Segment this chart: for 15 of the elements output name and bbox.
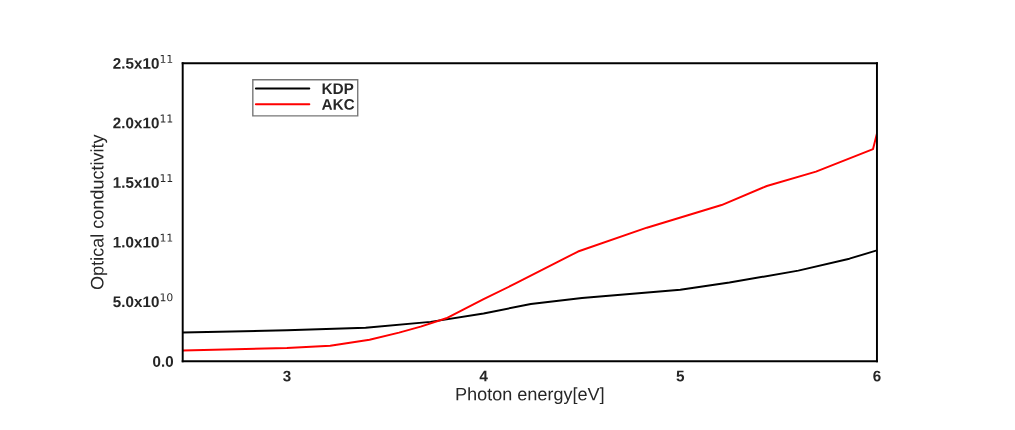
y-tick-label: 1.5x10$^{11}$ [113, 174, 173, 188]
y-tick-label: 1.0x10$^{11}$ [113, 233, 173, 248]
y-tick-label: 0.0 [153, 356, 174, 367]
y-tick-label: 5.0x10$^{10}$ [113, 293, 173, 308]
y-axis-title: Optical conductivity [90, 134, 108, 290]
x-tick-label: 3 [283, 370, 291, 382]
x-tick-label: 4 [479, 370, 488, 382]
x-axis-title: Photon energy[eV] [456, 387, 604, 405]
x-tick-label: 5 [676, 370, 685, 382]
legend-label: KDP [322, 83, 354, 94]
x-tick-label: 6 [873, 370, 881, 382]
legend-label: AKC [321, 99, 355, 110]
y-tick-label: 2.0x10$^{11}$ [113, 114, 173, 129]
line-series [182, 132, 877, 352]
y-tick-label: 2.5x10$^{11}$ [113, 55, 173, 69]
